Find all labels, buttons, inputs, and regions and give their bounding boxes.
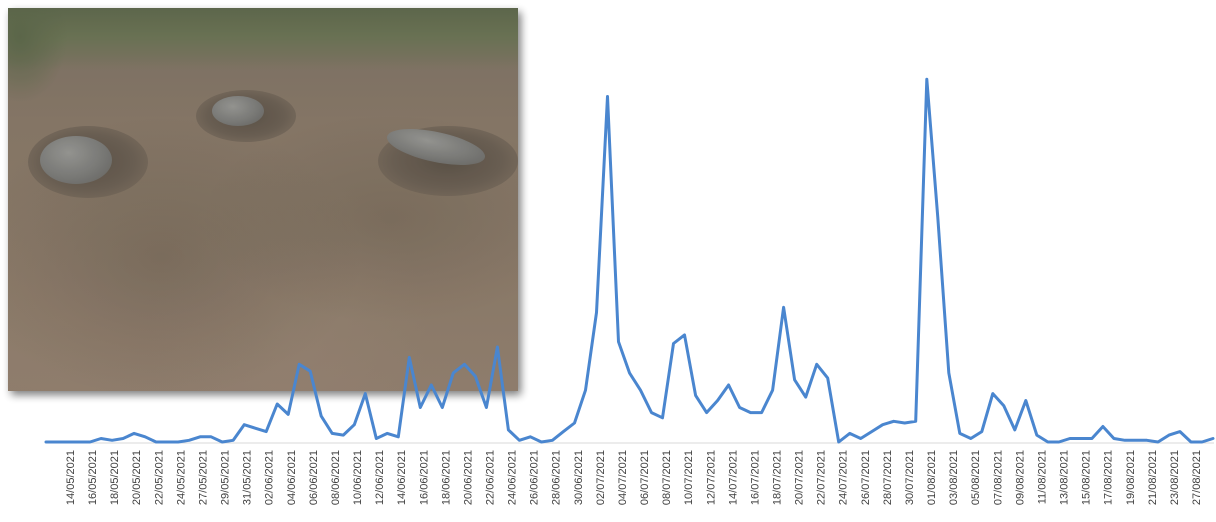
- x-tick-label: 24/05/2021: [175, 450, 187, 505]
- x-tick-label: 10/07/2021: [683, 450, 695, 505]
- x-tick-label: 26/07/2021: [860, 450, 872, 505]
- x-tick-label: 06/07/2021: [639, 450, 651, 505]
- x-tick-labels: 14/05/2021 16/05/2021 18/05/2021 20/05/2021…: [65, 450, 1203, 505]
- series-line: [44, 77, 1215, 444]
- beach-photo-inset: [8, 8, 518, 391]
- x-tick-label: 20/07/2021: [794, 450, 806, 505]
- x-tick-label: 04/07/2021: [617, 450, 629, 505]
- x-tick-label: 15/08/2021: [1081, 450, 1093, 505]
- x-tick-label: 17/08/2021: [1103, 450, 1115, 505]
- x-tick-label: 14/05/2021: [65, 450, 77, 505]
- x-tick-label: 27/08/2021: [1191, 450, 1203, 505]
- x-tick-label: 09/08/2021: [1014, 450, 1026, 505]
- grass-strip: [8, 8, 518, 70]
- x-tick-label: 10/06/2021: [352, 450, 364, 505]
- x-tick-label: 23/08/2021: [1169, 450, 1181, 505]
- x-tick-label: 18/07/2021: [772, 450, 784, 505]
- x-tick-label: 22/06/2021: [485, 450, 497, 505]
- x-tick-label: 07/08/2021: [992, 450, 1004, 505]
- x-tick-label: 21/08/2021: [1147, 450, 1159, 505]
- x-tick-label: 28/06/2021: [551, 450, 563, 505]
- x-tick-label: 30/06/2021: [573, 450, 585, 505]
- x-tick-label: 16/06/2021: [418, 450, 430, 505]
- x-tick-label: 19/08/2021: [1125, 450, 1137, 505]
- x-tick-label: 08/06/2021: [330, 450, 342, 505]
- x-tick-label: 20/05/2021: [131, 450, 143, 505]
- x-tick-label: 18/06/2021: [440, 450, 452, 505]
- x-tick-label: 01/08/2021: [926, 450, 938, 505]
- x-tick-label: 08/07/2021: [661, 450, 673, 505]
- x-tick-label: 03/08/2021: [948, 450, 960, 505]
- grass-patch: [8, 8, 68, 103]
- x-tick-label: 31/05/2021: [242, 450, 254, 505]
- x-tick-label: 20/06/2021: [462, 450, 474, 505]
- x-tick-label: 30/07/2021: [904, 450, 916, 505]
- x-tick-label: 22/05/2021: [153, 450, 165, 505]
- x-tick-label: 12/07/2021: [705, 450, 717, 505]
- turtle-left: [40, 136, 112, 184]
- x-tick-label: 18/05/2021: [109, 450, 121, 505]
- x-tick-label: 02/07/2021: [595, 450, 607, 505]
- x-tick-label: 16/07/2021: [749, 450, 761, 505]
- x-tick-label: 02/06/2021: [264, 450, 276, 505]
- x-tick-label: 28/07/2021: [882, 450, 894, 505]
- x-tick-label: 22/07/2021: [816, 450, 828, 505]
- x-tick-label: 24/06/2021: [507, 450, 519, 505]
- x-tick-label: 06/06/2021: [308, 450, 320, 505]
- x-tick-label: 29/05/2021: [220, 450, 232, 505]
- x-tick-label: 14/06/2021: [396, 450, 408, 505]
- x-tick-label: 14/07/2021: [727, 450, 739, 505]
- x-tick-label: 26/06/2021: [529, 450, 541, 505]
- x-tick-label: 12/06/2021: [374, 450, 386, 505]
- x-tick-label: 05/08/2021: [970, 450, 982, 505]
- x-tick-label: 11/08/2021: [1037, 450, 1049, 504]
- x-tick-label: 13/08/2021: [1059, 450, 1071, 505]
- x-tick-label: 16/05/2021: [87, 450, 99, 505]
- sand-texture: [8, 8, 518, 391]
- turtle-middle: [212, 96, 264, 126]
- x-tick-label: 24/07/2021: [838, 450, 850, 505]
- x-tick-label: 27/05/2021: [198, 450, 210, 505]
- x-tick-label: 04/06/2021: [286, 450, 298, 505]
